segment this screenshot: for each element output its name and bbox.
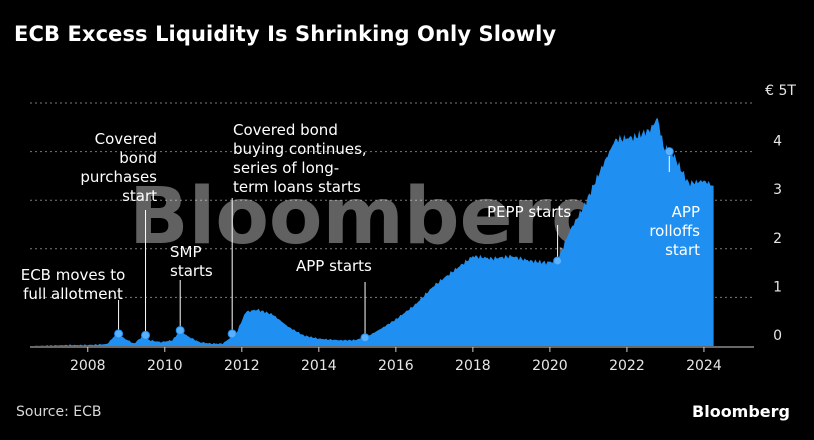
y-unit-label: € 5T: [765, 83, 796, 99]
annotation-marker: [175, 325, 185, 335]
x-tick-label: 2008: [70, 358, 106, 374]
annotation-marker: [664, 147, 674, 157]
y-tick-label: 2: [773, 231, 782, 247]
source-note: Source: ECB: [16, 404, 102, 420]
y-axis: 0 1 2 3 4 € 5T: [765, 83, 796, 344]
x-tick-label: 2022: [609, 358, 645, 374]
annotation-marker: [553, 256, 563, 266]
annotation-marker: [227, 329, 237, 339]
annotation-marker: [141, 330, 151, 340]
chart-title: ECB Excess Liquidity Is Shrinking Only S…: [14, 22, 557, 46]
annotation-label: Covered bond purchases start: [80, 130, 157, 205]
x-axis: 2008 2010 2012 2014 2016 2018 2020 2022 2024: [70, 347, 722, 374]
x-tick-label: 2014: [301, 358, 337, 374]
annotations: ECB moves to full allotment Covered bond pur…: [21, 121, 700, 343]
y-tick-label: 1: [773, 279, 782, 295]
watermark: Bloomberg: [129, 172, 607, 262]
x-tick-label: 2016: [378, 358, 414, 374]
y-tick-label: 3: [773, 182, 782, 198]
x-tick-label: 2010: [147, 358, 183, 374]
annotation-label: Covered bond buying continues, series of l…: [233, 121, 367, 196]
series-area: [33, 118, 714, 346]
x-tick-label: 2020: [532, 358, 568, 374]
annotation-label: SMP starts: [170, 243, 213, 280]
annotation-marker: [114, 329, 124, 339]
y-tick-label: 4: [773, 134, 782, 150]
y-tick-label: 0: [773, 328, 782, 344]
annotation-label: PEPP starts: [487, 203, 571, 221]
x-tick-label: 2018: [455, 358, 491, 374]
grid-lines: [30, 102, 754, 298]
x-tick-label: 2024: [686, 358, 722, 374]
annotation-label: APP starts: [296, 257, 372, 275]
area-layer: [30, 118, 754, 348]
bloomberg-logo: Bloomberg: [692, 402, 790, 421]
annotation-label: ECB moves to full allotment: [21, 266, 126, 303]
annotation-marker: [360, 333, 370, 343]
x-tick-label: 2012: [224, 358, 260, 374]
annotation-label: APP rolloffs start: [649, 203, 700, 259]
